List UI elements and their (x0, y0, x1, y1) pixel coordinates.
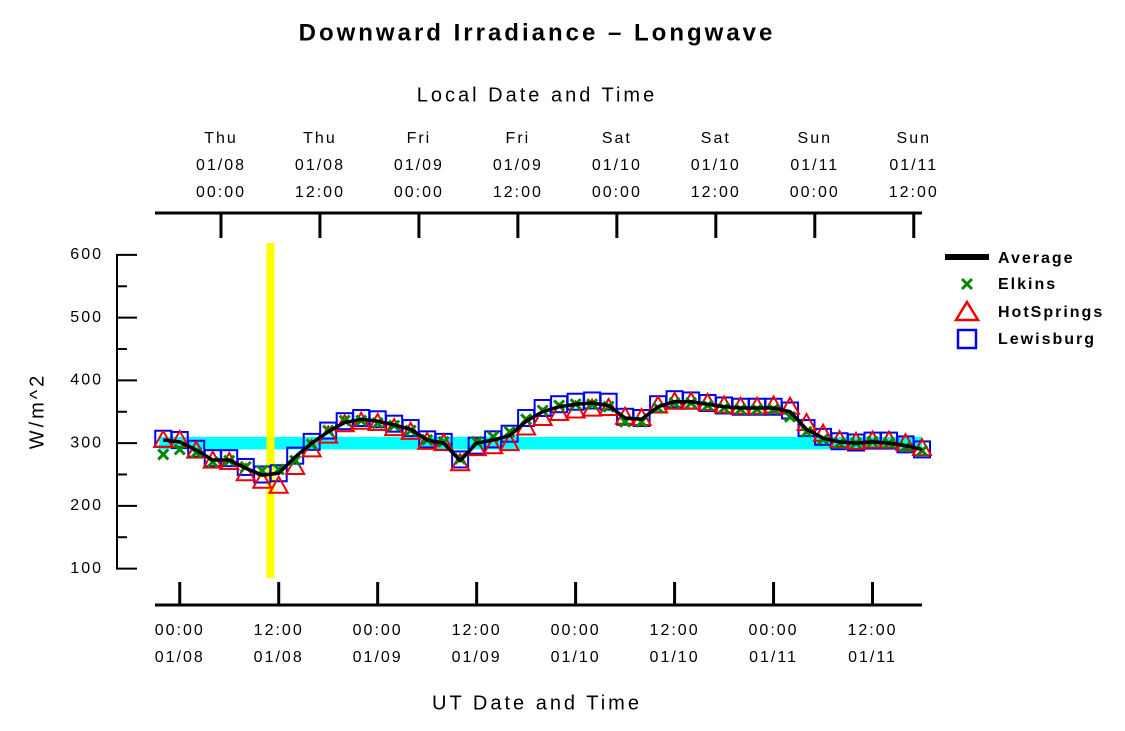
x2-tick-label: Sun (897, 130, 931, 147)
y-tick-label: 300 (70, 434, 103, 451)
x2-tick-label: 01/08 (295, 157, 345, 174)
x-tick-label: 00:00 (551, 622, 601, 639)
y-axis-title: W/m^2 (26, 373, 48, 450)
x2-tick-label: Sat (602, 130, 632, 147)
triangle-marker (169, 428, 191, 448)
x2-tick-label: 01/09 (394, 157, 444, 174)
triangle-marker (482, 435, 504, 455)
legend-swatch (956, 328, 978, 350)
x2-tick-label: 01/10 (592, 157, 642, 174)
average-line (163, 399, 923, 477)
x-tick-label: 00:00 (353, 622, 403, 639)
y-tick-label: 400 (70, 372, 103, 389)
x2-tick-label: Thu (303, 130, 337, 147)
triangle-marker (267, 474, 290, 494)
x2-tick-label: Fri (407, 130, 432, 147)
legend-label: Average (998, 250, 1075, 267)
x-tick-label: 01/10 (551, 649, 601, 666)
x-tick-label: 12:00 (847, 622, 897, 639)
x-tick-label: 01/09 (353, 649, 403, 666)
x-tick-label: 01/09 (452, 649, 502, 666)
triangle-marker (251, 469, 273, 489)
x2-tick-label: 01/08 (196, 157, 246, 174)
x-tick-label: 00:00 (155, 622, 205, 639)
x2-tick-label: 12:00 (493, 184, 543, 201)
x2-tick-label: 00:00 (592, 184, 642, 201)
x-tick-label: 01/08 (254, 649, 304, 666)
x-marker (289, 454, 302, 467)
legend-label: Elkins (998, 276, 1057, 293)
square-marker (451, 450, 470, 469)
triangle-marker (531, 406, 554, 427)
x2-tick-label: 00:00 (196, 184, 246, 201)
x-tick-label: 12:00 (650, 622, 700, 639)
x-tick-label: 12:00 (254, 622, 304, 639)
x2-tick-label: 01/11 (889, 157, 938, 174)
highlight-line (266, 243, 275, 578)
x-marker (800, 425, 813, 438)
legend-swatch (960, 277, 974, 291)
x2-tick-label: 01/10 (691, 157, 741, 174)
x2-tick-label: 12:00 (889, 184, 939, 201)
x2-tick-label: 01/09 (493, 157, 543, 174)
y-tick-label: 600 (70, 246, 103, 263)
y-tick-label: 200 (70, 497, 103, 514)
x-tick-label: 01/08 (155, 649, 205, 666)
legend-label: Lewisburg (998, 331, 1096, 348)
x-axis-title: UT Date and Time (432, 692, 642, 714)
triangle-marker (861, 429, 884, 449)
x-marker (157, 448, 170, 461)
x2-tick-label: 00:00 (790, 184, 840, 201)
triangle-marker (548, 401, 570, 422)
x-tick-label: 12:00 (452, 622, 502, 639)
x-tick-label: 01/11 (749, 649, 798, 666)
x2-tick-label: 12:00 (691, 184, 741, 201)
x2-tick-label: 12:00 (295, 184, 345, 201)
x2-tick-label: Thu (204, 130, 238, 147)
x2-tick-label: Fri (506, 130, 531, 147)
x-tick-label: 01/11 (848, 649, 897, 666)
y-tick-label: 500 (70, 309, 103, 326)
x2-tick-label: Sun (798, 130, 832, 147)
x-tick-label: 01/10 (650, 649, 700, 666)
triangle-marker (498, 432, 521, 452)
triangle-marker (845, 430, 867, 450)
x2-tick-label: 01/11 (790, 157, 839, 174)
highlight-band (159, 436, 922, 450)
chart-title: Downward Irradiance – Longwave (299, 19, 776, 46)
x-tick-label: 00:00 (749, 622, 799, 639)
square-marker (599, 392, 618, 411)
x2-tick-label: 00:00 (394, 184, 444, 201)
x-marker (173, 443, 186, 456)
legend-label: HotSprings (998, 304, 1104, 321)
y-tick-label: 100 (70, 560, 103, 577)
x2-axis-title: Local Date and Time (417, 84, 657, 106)
legend-swatch (953, 299, 981, 322)
x2-tick-label: Sat (701, 130, 731, 147)
